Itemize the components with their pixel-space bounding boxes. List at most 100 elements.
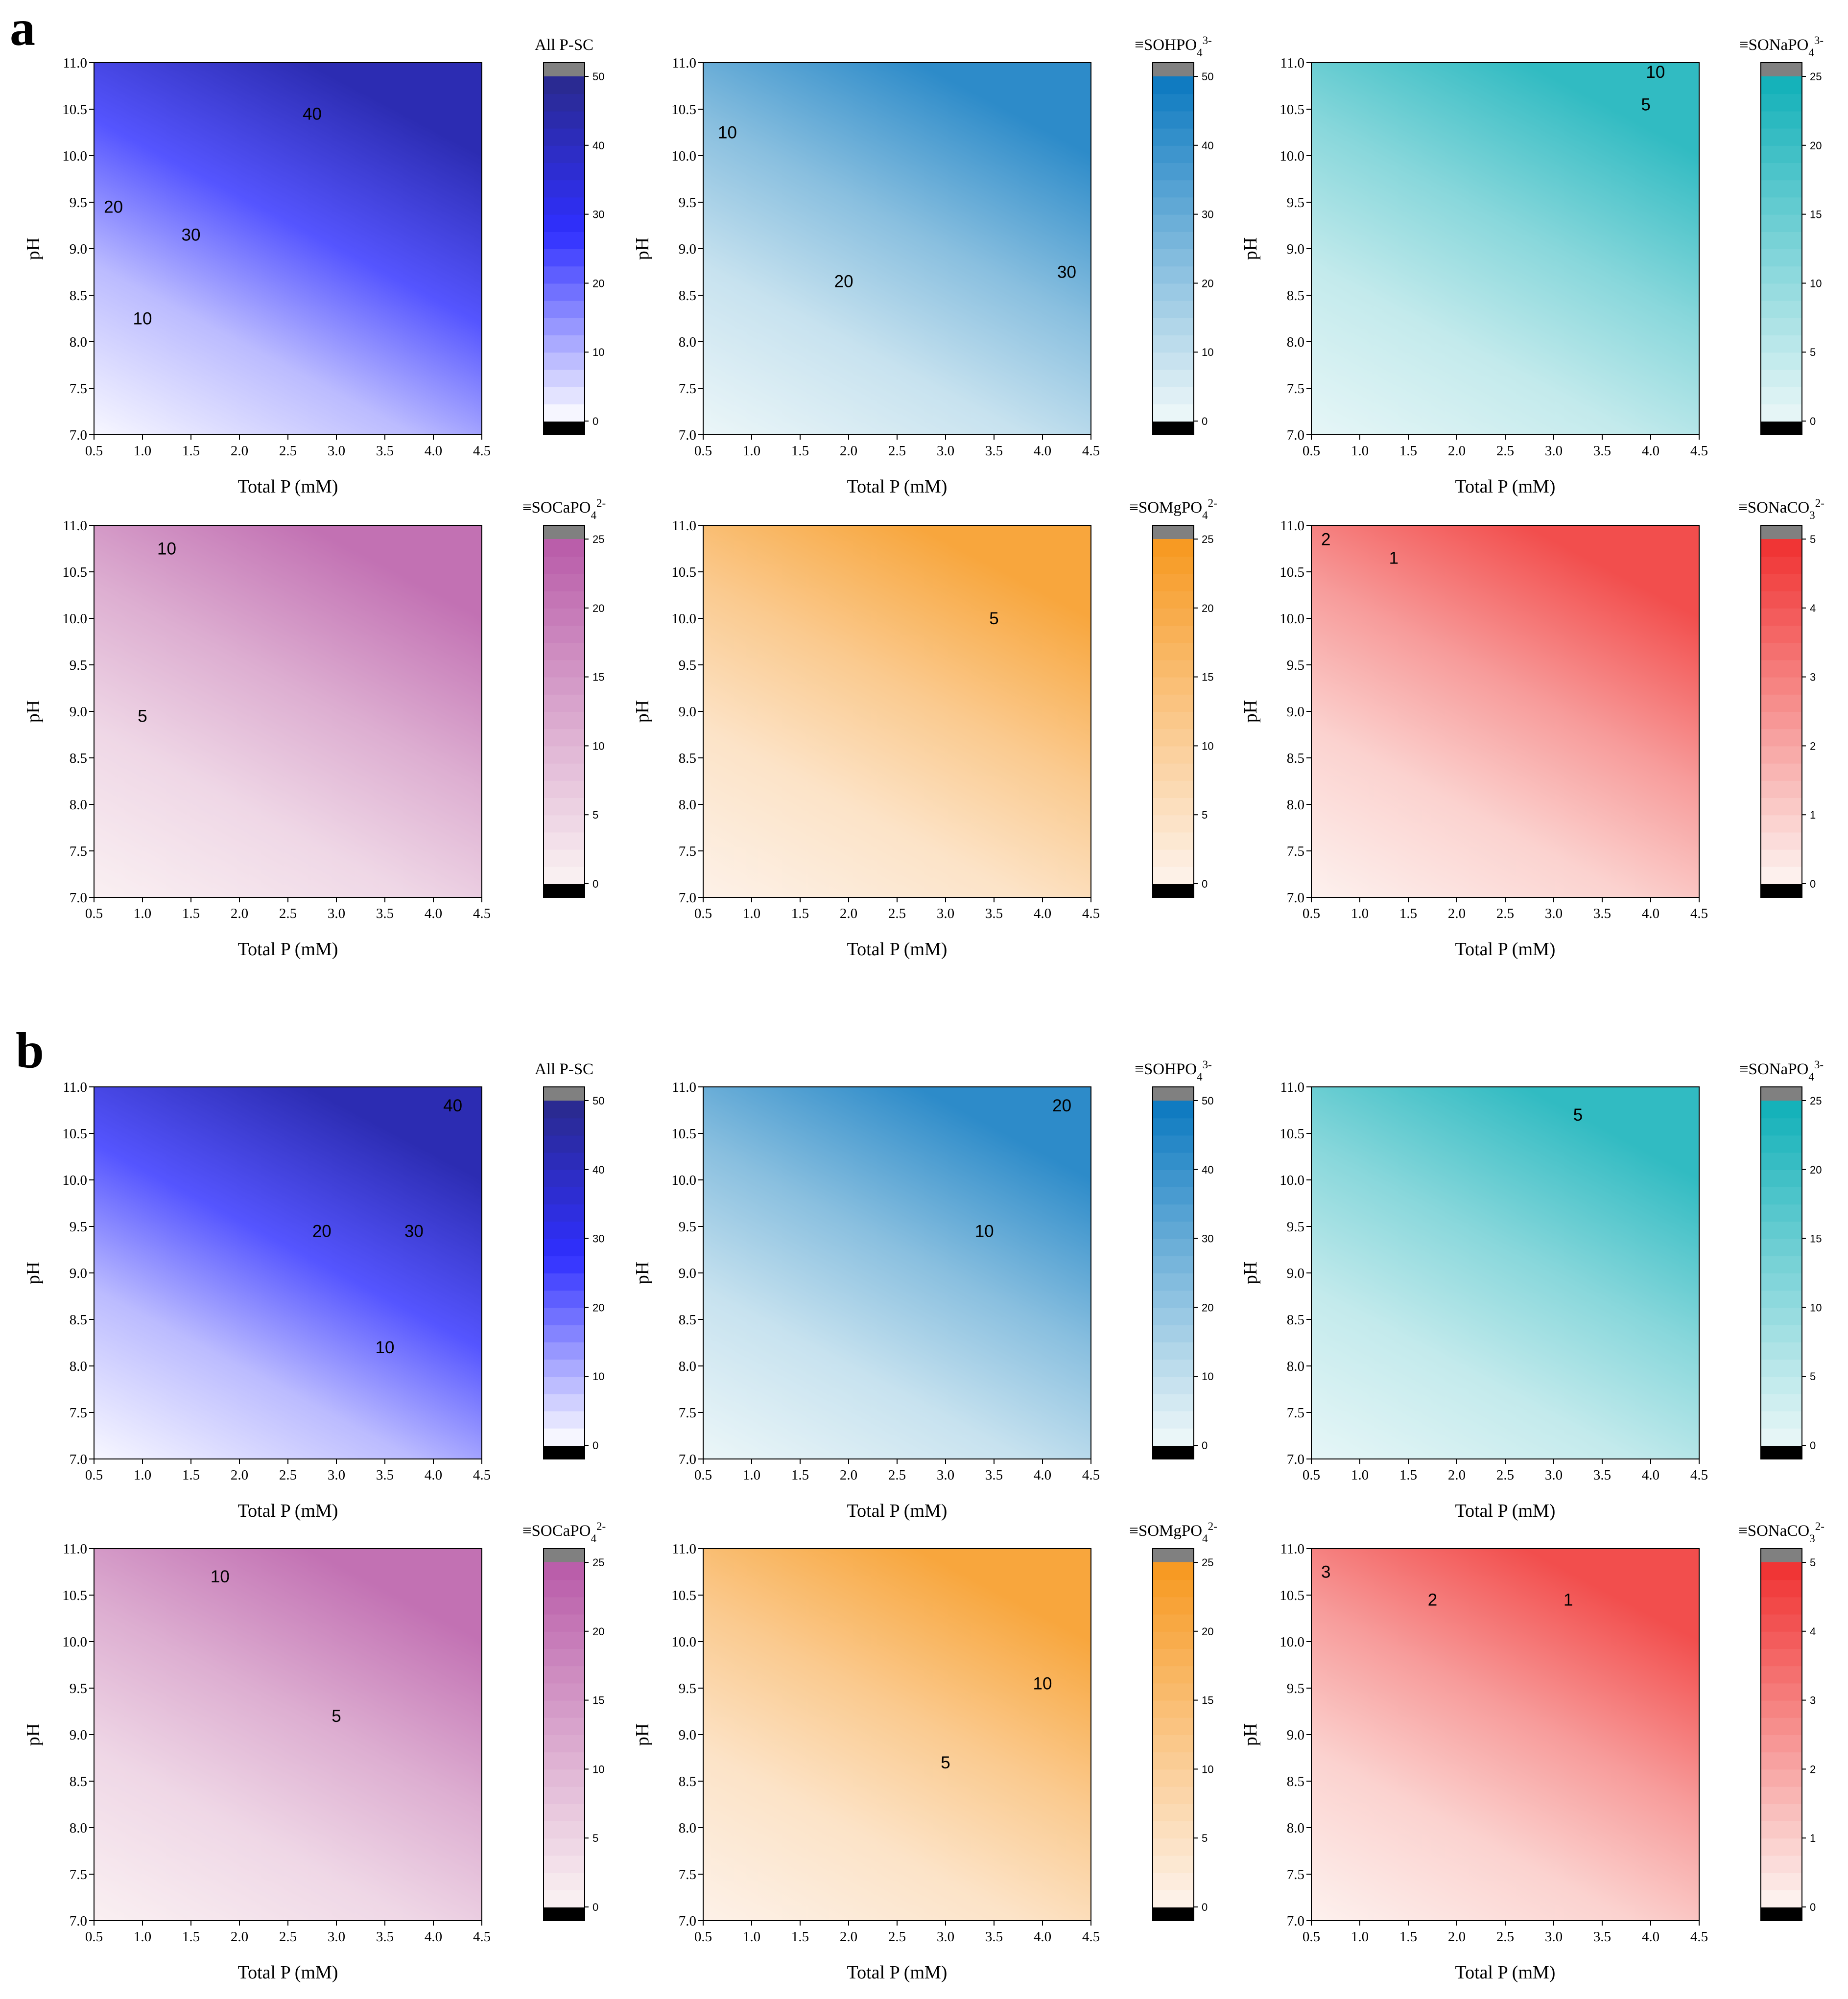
colorbar-step	[1153, 1838, 1194, 1856]
colorbar-step	[1761, 1786, 1802, 1804]
colorbar-step	[544, 352, 585, 370]
x-tick-label: 1.0	[743, 443, 760, 459]
y-tick-label: 8.5	[70, 751, 87, 766]
x-tick-label: 1.5	[791, 1467, 809, 1483]
x-tick-label: 3.5	[376, 906, 394, 921]
colorbar-tick-label: 20	[1810, 1164, 1822, 1176]
colorbar-tick-label: 15	[592, 671, 604, 683]
colorbar-tick-label: 0	[592, 415, 598, 427]
colorbar-step	[1761, 1135, 1802, 1153]
colorbar-frame	[1760, 525, 1802, 898]
contour-label: 30	[182, 226, 201, 245]
colorbar-step	[544, 403, 585, 422]
y-tick-label: 11.0	[63, 1080, 87, 1095]
x-tick-label: 1.0	[743, 1929, 760, 1945]
plot-area	[1311, 1549, 1699, 1921]
x-tick-label: 4.5	[1082, 906, 1100, 921]
colorbar-tick-label: 20	[1202, 277, 1213, 289]
colorbar-tick-label: 0	[592, 1439, 598, 1452]
colorbar-step	[1761, 1683, 1802, 1701]
colorbar-tick-label: 25	[1810, 71, 1822, 83]
colorbar-step	[1153, 1872, 1194, 1890]
y-axis-title: pH	[632, 237, 653, 260]
colorbar-tick-label: 0	[1202, 415, 1208, 427]
colorbar-step	[544, 1872, 585, 1890]
contour-label: 10	[1646, 63, 1665, 82]
x-tick-label: 3.5	[985, 443, 1003, 459]
y-tick-label: 9.5	[679, 1219, 696, 1235]
colorbar-tick-label: 5	[1810, 533, 1816, 545]
colorbar-step	[1761, 539, 1802, 557]
x-tick-label: 2.5	[279, 906, 297, 921]
colorbar-step	[1153, 1221, 1194, 1239]
colorbar-step	[1761, 1838, 1802, 1856]
x-tick-label: 1.5	[1399, 1929, 1417, 1945]
colorbar-step	[544, 729, 585, 747]
colorbar-step	[544, 1204, 585, 1222]
y-tick-label: 7.0	[70, 890, 87, 906]
colorbar-step	[1761, 1273, 1802, 1291]
x-tick-label: 3.0	[937, 1929, 954, 1945]
contour-label: 30	[1057, 263, 1076, 282]
colorbar-over-cap	[544, 1087, 585, 1101]
colorbar-step	[1153, 369, 1194, 387]
colorbar-step	[1153, 76, 1194, 94]
colorbar-step	[1153, 1204, 1194, 1222]
x-tick-label: 2.5	[888, 443, 906, 459]
colorbar-frame	[1152, 1548, 1194, 1921]
colorbar-over-cap	[1761, 525, 1802, 539]
y-tick-label: 7.5	[679, 381, 696, 397]
colorbar-step	[1153, 1752, 1194, 1770]
colorbar-step	[1153, 1324, 1194, 1342]
colorbar-step	[1153, 1579, 1194, 1598]
contour-label: 20	[834, 272, 853, 291]
colorbar-step	[1761, 197, 1802, 215]
y-tick-label: 8.5	[70, 1312, 87, 1328]
colorbar-step	[1153, 283, 1194, 301]
colorbar-title: ≡SOMgPO42-	[1129, 497, 1217, 521]
y-tick-label: 8.5	[679, 1774, 696, 1789]
y-tick-label: 8.0	[70, 797, 87, 813]
colorbar-tick-label: 10	[592, 346, 604, 358]
x-tick-label: 4.5	[473, 906, 491, 921]
colorbar-step	[1761, 1411, 1802, 1429]
colorbar-step	[544, 1376, 585, 1394]
x-tick-label: 2.0	[231, 1929, 248, 1945]
contour-label: 10	[133, 309, 152, 329]
colorbar-step	[1153, 1803, 1194, 1821]
x-axis-title: Total P (mM)	[847, 1501, 948, 1521]
colorbar-step	[544, 335, 585, 353]
y-tick-label: 8.5	[679, 1312, 696, 1328]
y-tick-label: 10.0	[671, 148, 696, 164]
colorbar-step	[544, 1717, 585, 1735]
contour-label: 20	[312, 1222, 332, 1241]
colorbar-step	[544, 1290, 585, 1308]
plot-area	[703, 1087, 1091, 1459]
y-tick-label: 8.0	[679, 1820, 696, 1836]
y-axis-title: pH	[632, 1262, 653, 1284]
x-tick-label: 3.0	[328, 906, 345, 921]
y-axis-title: pH	[23, 1723, 44, 1746]
y-tick-label: 7.5	[70, 844, 87, 859]
colorbar-step	[544, 369, 585, 387]
colorbar-step	[544, 249, 585, 267]
colorbar-step	[544, 128, 585, 146]
colorbar-tick-label: 10	[592, 740, 604, 752]
x-axis-title: Total P (mM)	[847, 1962, 948, 1983]
colorbar-step	[1761, 249, 1802, 267]
y-tick-label: 7.5	[70, 1867, 87, 1882]
colorbar-step	[1761, 1428, 1802, 1446]
colorbar-frame	[1760, 1086, 1802, 1459]
y-tick-label: 7.0	[70, 427, 87, 443]
colorbar-step	[1761, 1735, 1802, 1753]
colorbar-step	[544, 711, 585, 729]
colorbar-under-cap	[1153, 421, 1194, 435]
y-tick-label: 7.0	[1287, 890, 1304, 906]
colorbar-step	[1761, 145, 1802, 163]
contour-panel-b-6: 0.5 1.0 1.5 2.0 2.5 3.0 3.5 4.0 4.5 7.0 7.5 8.0 8.5 9…	[1240, 1520, 1824, 1983]
colorbar-step	[544, 539, 585, 557]
y-tick-label: 9.0	[1287, 241, 1304, 257]
y-tick-label: 10.5	[671, 1588, 696, 1603]
colorbar-step	[1153, 1152, 1194, 1170]
colorbar-step	[1761, 849, 1802, 867]
